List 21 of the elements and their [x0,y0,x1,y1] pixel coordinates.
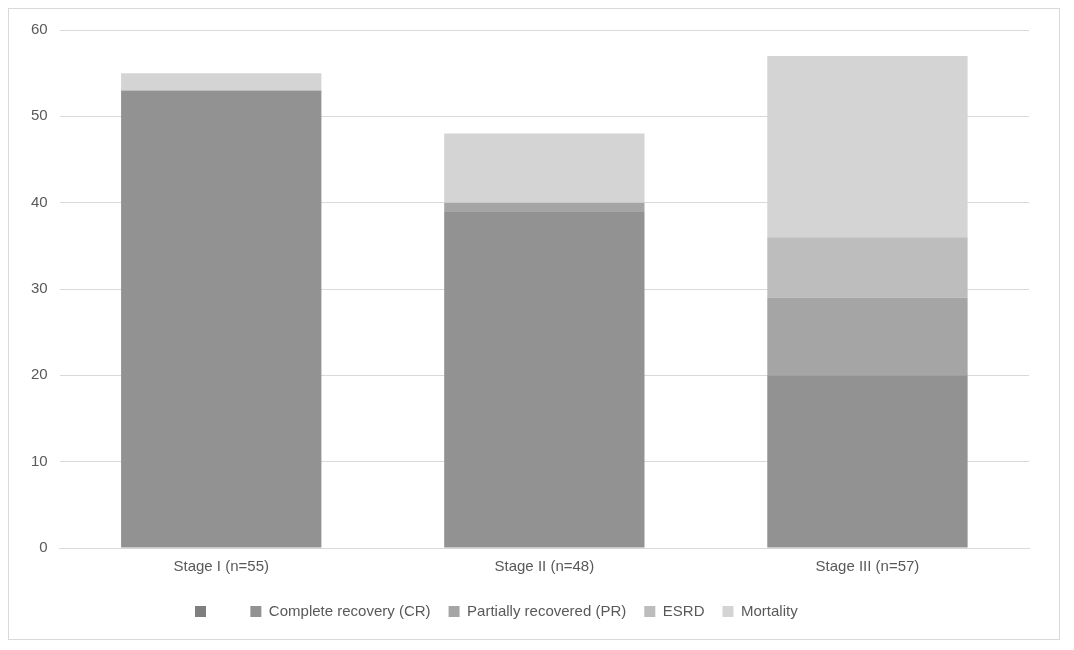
y-tick-label: 20 [31,365,48,383]
bar [121,90,322,548]
x-tick-label: Stage I (n=55) [173,557,269,575]
legend-label: Complete recovery (CR) [268,601,431,619]
bar [767,237,968,298]
legend-label: ESRD [662,601,705,619]
bar [444,211,645,548]
bar [767,297,968,376]
bar [444,202,645,212]
legend-label: Mortality [740,601,799,619]
legend-label: Partially recovered (PR) [467,601,627,619]
x-tick-label: Stage II (n=48) [494,557,595,575]
y-tick-label: 0 [39,538,48,556]
y-tick-label: 40 [31,192,48,210]
y-tick-label: 50 [31,106,48,124]
x-tick-label: Stage III (n=57) [815,557,920,575]
y-tick-label: 10 [31,451,48,469]
y-tick-label: 60 [31,20,48,38]
bar [121,73,322,91]
y-tick-label: 30 [31,279,48,297]
bar [767,375,968,548]
